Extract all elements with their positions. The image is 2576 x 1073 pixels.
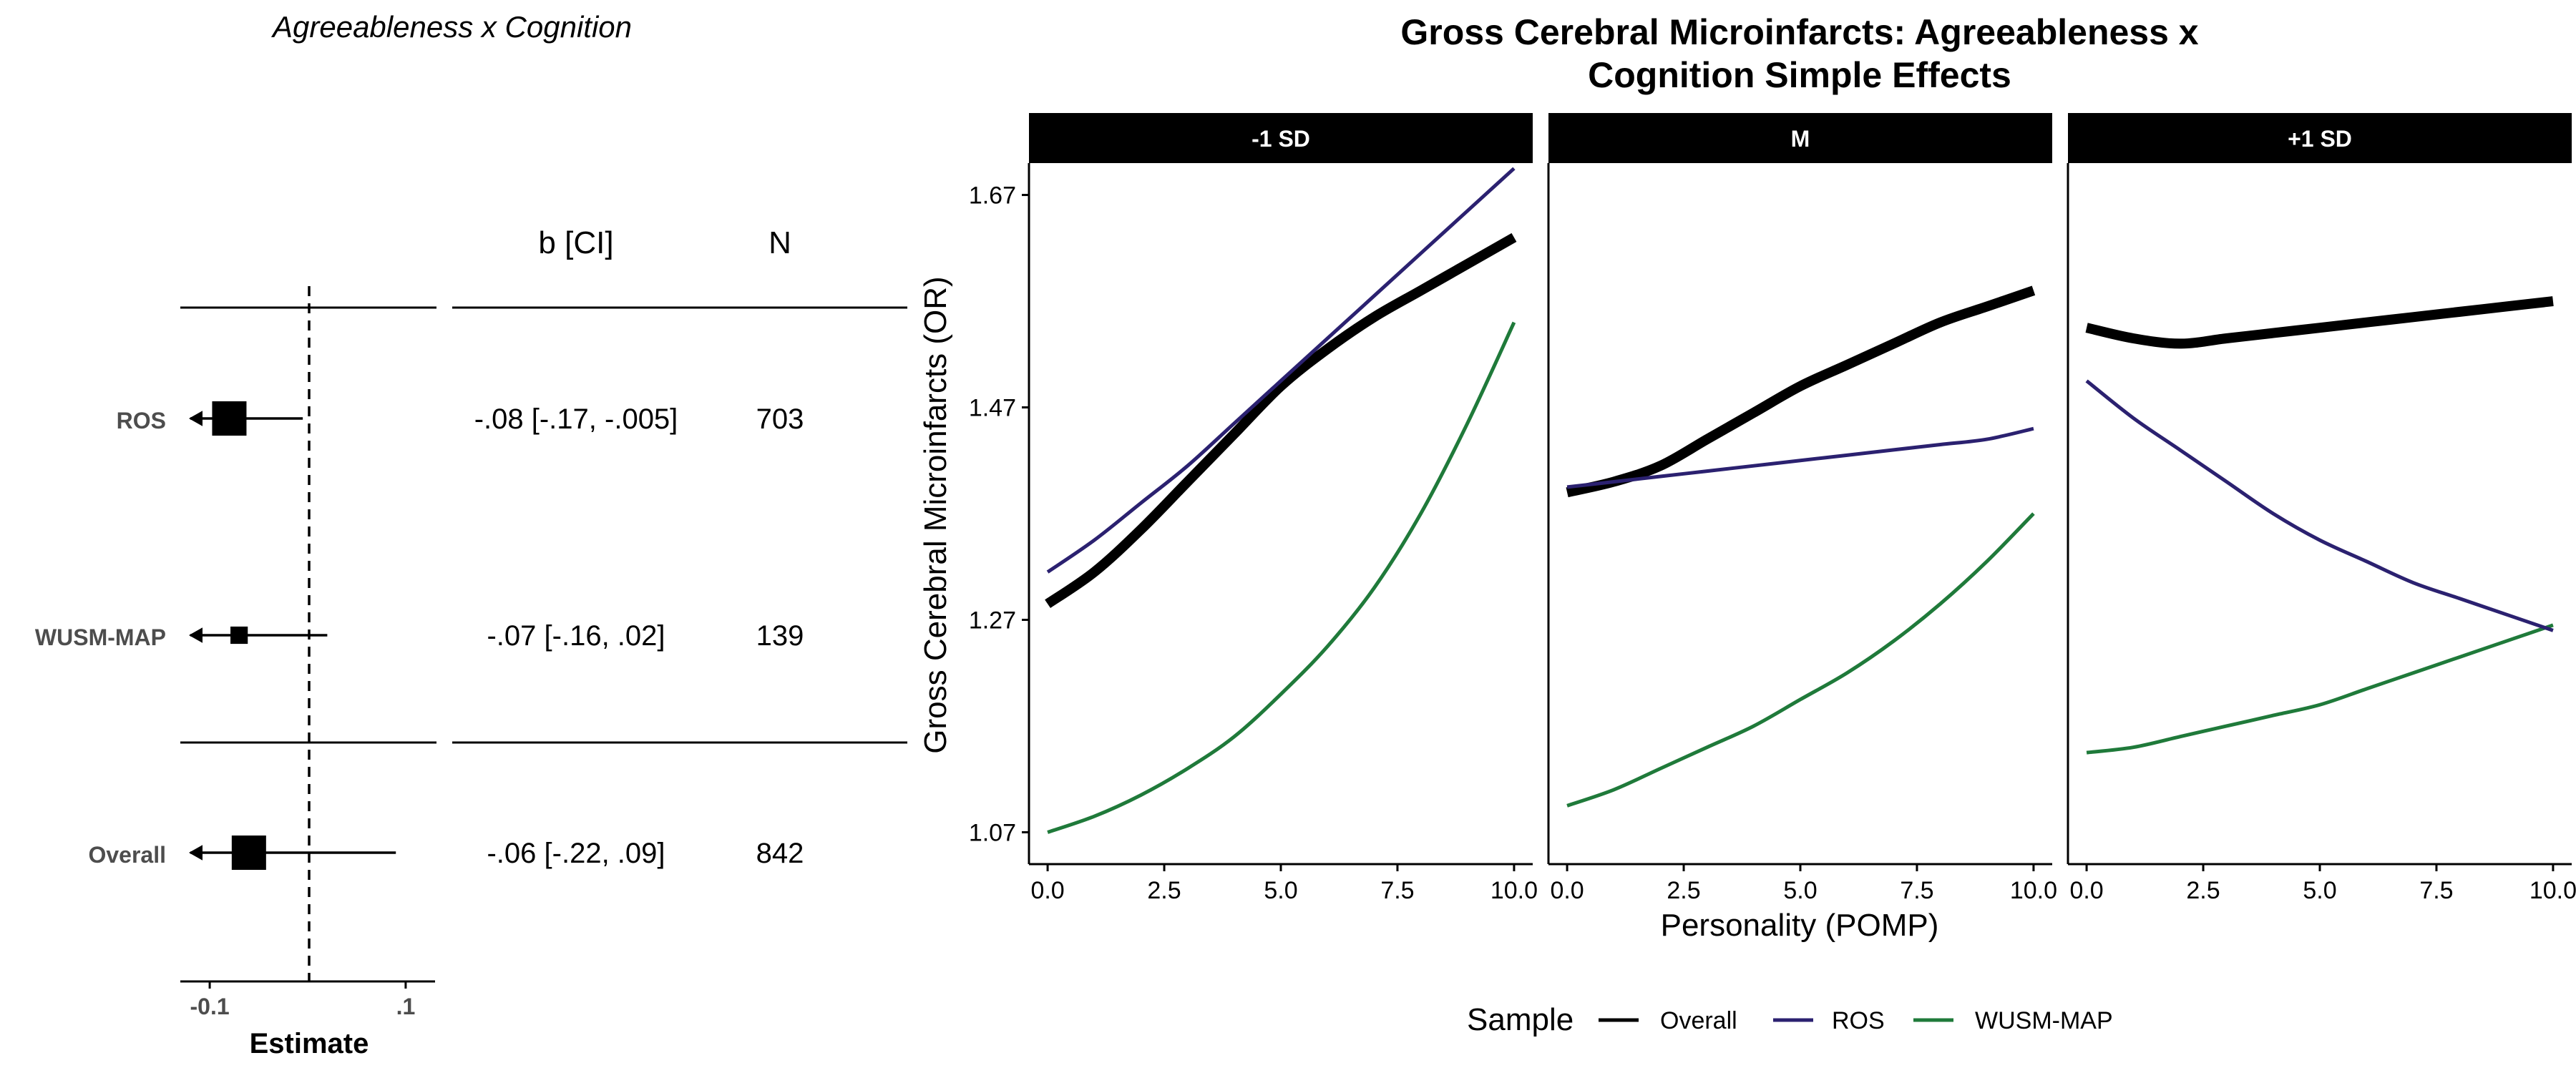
forest-row-label: Overall (88, 842, 166, 868)
facet-strip-label: -1 SD (1252, 126, 1310, 152)
forest-rows: ROS -.08 [-.17, -.005] 703 WUSM-MAP -.07 [-.… (35, 401, 804, 870)
x-tick-label: 10.0 (2529, 877, 2576, 904)
legend-items: Overall ROS WUSM-MAP (1599, 1007, 2113, 1034)
chart-title-line-2: Cognition Simple Effects (1588, 55, 2011, 95)
y-axis-ticks: 1.07 1.27 1.47 1.67 (969, 182, 1029, 846)
facet-strip (1029, 113, 1533, 163)
legend-title: Sample (1467, 1002, 1574, 1037)
x-tick-label: 7.5 (1380, 877, 1414, 904)
y-tick-label: 1.27 (969, 607, 1016, 634)
y-axis-label: Gross Cerebral Microinfarcts (OR) (918, 276, 953, 753)
forest-row: WUSM-MAP -.07 [-.16, .02] 139 (35, 620, 804, 652)
x-tick-label: 10.0 (2010, 877, 2057, 904)
x-tick-label: 10.0 (1491, 877, 1538, 904)
series-line-wusm-map (1047, 321, 1516, 834)
y-tick-label: 1.67 (969, 182, 1016, 210)
x-tick-label: 0.0 (1550, 877, 1584, 904)
facet-strip-label: M (1791, 126, 1810, 152)
forest-ci-arrow (188, 845, 203, 861)
forest-x-tick-label: -0.1 (190, 994, 230, 1019)
x-tick-label: 0.0 (1030, 877, 1064, 904)
facet-strip (2068, 113, 2572, 163)
series-line-overall (1045, 232, 1517, 609)
x-tick-label: 7.5 (2419, 877, 2453, 904)
forest-row-label: WUSM-MAP (35, 624, 166, 650)
forest-row: ROS -.08 [-.17, -.005] 703 (117, 401, 804, 436)
legend: Sample Overall ROS WUSM-MAP (1467, 1002, 2113, 1037)
line-chart: Gross Cerebral Microinfarcts: Agreeablen… (918, 12, 2576, 1037)
x-tick-label: 2.5 (1667, 877, 1700, 904)
x-tick-label: 5.0 (1783, 877, 1817, 904)
x-tick-label: 0.0 (2069, 877, 2103, 904)
forest-point-estimate (231, 836, 266, 870)
facet-strip (1548, 113, 2052, 163)
forest-plot: Agreeableness x Cognition b [CI] N ROS -.… (35, 10, 907, 1059)
forest-ci-text: -.06 [-.22, .09] (487, 838, 665, 869)
forest-n-text: 842 (756, 838, 804, 869)
x-tick-label: 2.5 (1147, 877, 1181, 904)
forest-x-ticks: -0.1 .1 (190, 981, 416, 1019)
x-tick-label: 5.0 (2303, 877, 2336, 904)
forest-ci-text: -.08 [-.17, -.005] (474, 403, 678, 435)
forest-title: Agreeableness x Cognition (270, 10, 632, 44)
facet-panel: -1 SD 0.0 2.5 5.0 7.5 10.0 (1028, 113, 1538, 904)
facet-strip-label: +1 SD (2288, 126, 2352, 152)
forest-point-estimate (212, 401, 247, 436)
facet-panels: -1 SD0.0 2.5 5.0 7.5 10.0M0.0 2.5 5.0 7.5 10.0+1… (1028, 113, 2576, 904)
forest-n-text: 703 (756, 403, 804, 435)
forest-x-axis-label: Estimate (250, 1028, 369, 1059)
forest-ci-text: -.07 [-.16, .02] (487, 620, 665, 652)
legend-label: WUSM-MAP (1975, 1007, 2113, 1034)
forest-column-header-ci: b [CI] (538, 225, 613, 260)
facet-panel: M 0.0 2.5 5.0 7.5 10.0 (1547, 113, 2057, 904)
chart-title-line-1: Gross Cerebral Microinfarcts: Agreeablen… (1400, 12, 2198, 52)
x-axis-label: Personality (POMP) (1661, 908, 1939, 943)
series-line-ros (1046, 167, 1516, 574)
facet-panel: +1 SD 0.0 2.5 5.0 7.5 10.0 (2067, 113, 2576, 904)
y-tick-label: 1.07 (969, 819, 1016, 846)
series-line-wusm-map (2086, 623, 2554, 755)
forest-row: Overall -.06 [-.22, .09] 842 (88, 836, 804, 870)
forest-row-label: ROS (117, 408, 166, 433)
y-tick-label: 1.47 (969, 395, 1016, 422)
legend-label: ROS (1832, 1007, 1885, 1034)
forest-n-text: 139 (756, 620, 804, 652)
forest-x-tick-label: .1 (396, 994, 416, 1019)
x-tick-label: 7.5 (1900, 877, 1933, 904)
series-line-ros (1566, 426, 2034, 489)
forest-ci-arrow (188, 627, 203, 643)
forest-point-estimate (230, 626, 248, 645)
series-line-overall (1566, 285, 2036, 498)
series-line-overall (2085, 296, 2554, 349)
legend-label: Overall (1660, 1007, 1737, 1034)
forest-column-header-n: N (769, 225, 791, 260)
x-tick-label: 2.5 (2186, 877, 2220, 904)
forest-ci-arrow (188, 411, 203, 426)
series-line-wusm-map (1566, 512, 2035, 808)
series-line-ros (2085, 379, 2554, 632)
x-tick-label: 5.0 (1264, 877, 1297, 904)
